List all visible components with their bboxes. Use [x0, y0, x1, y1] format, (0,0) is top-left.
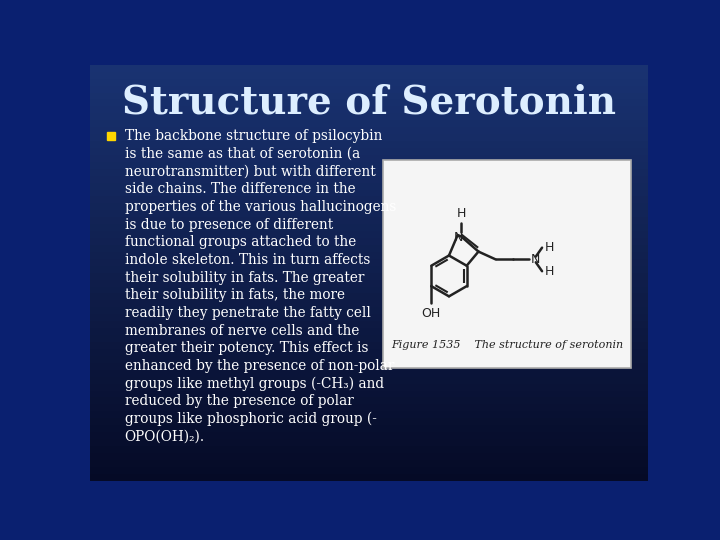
- Bar: [90, 342, 648, 349]
- Bar: [90, 300, 648, 307]
- Bar: [90, 266, 648, 273]
- Bar: [90, 211, 648, 217]
- Bar: [90, 467, 648, 474]
- Bar: [90, 273, 648, 280]
- Bar: [90, 446, 648, 453]
- Bar: [90, 224, 648, 231]
- Bar: [90, 169, 648, 176]
- Text: is the same as that of serotonin (a: is the same as that of serotonin (a: [125, 147, 360, 161]
- Bar: [90, 418, 648, 425]
- Bar: [383, 160, 631, 368]
- Bar: [90, 453, 648, 460]
- Bar: [90, 252, 648, 259]
- Bar: [90, 72, 648, 79]
- Bar: [90, 363, 648, 370]
- Bar: [90, 439, 648, 446]
- Bar: [90, 321, 648, 328]
- Bar: [90, 120, 648, 127]
- Text: groups like phosphoric acid group (-: groups like phosphoric acid group (-: [125, 412, 377, 426]
- Bar: [90, 370, 648, 377]
- Bar: [90, 106, 648, 113]
- Text: indole skeleton. This in turn affects: indole skeleton. This in turn affects: [125, 253, 370, 267]
- Text: Structure of Serotonin: Structure of Serotonin: [122, 84, 616, 122]
- Text: side chains. The difference in the: side chains. The difference in the: [125, 183, 355, 197]
- Bar: [90, 197, 648, 204]
- Text: greater their potency. This effect is: greater their potency. This effect is: [125, 341, 368, 355]
- Text: enhanced by the presence of non-polar: enhanced by the presence of non-polar: [125, 359, 394, 373]
- Bar: [90, 425, 648, 432]
- Bar: [90, 397, 648, 404]
- Bar: [90, 349, 648, 356]
- Text: properties of the various hallucinogens: properties of the various hallucinogens: [125, 200, 396, 214]
- Bar: [90, 231, 648, 238]
- Bar: [90, 155, 648, 162]
- Text: neurotransmitter) but with different: neurotransmitter) but with different: [125, 165, 375, 179]
- Bar: [90, 294, 648, 300]
- Bar: [90, 113, 648, 120]
- Bar: [90, 280, 648, 287]
- Text: The backbone structure of psilocybin: The backbone structure of psilocybin: [125, 129, 382, 143]
- Bar: [90, 148, 648, 155]
- Bar: [90, 245, 648, 252]
- Text: groups like methyl groups (-CH₃) and: groups like methyl groups (-CH₃) and: [125, 376, 384, 391]
- Bar: [90, 314, 648, 321]
- Text: OPO(OH)₂).: OPO(OH)₂).: [125, 430, 204, 444]
- Bar: [90, 204, 648, 210]
- Bar: [90, 190, 648, 197]
- Bar: [90, 127, 648, 134]
- Bar: [90, 92, 648, 99]
- Text: is due to presence of different: is due to presence of different: [125, 218, 333, 232]
- Bar: [90, 404, 648, 411]
- Text: readily they penetrate the fatty cell: readily they penetrate the fatty cell: [125, 306, 371, 320]
- Bar: [90, 141, 648, 148]
- Bar: [90, 328, 648, 335]
- Bar: [90, 432, 648, 439]
- Bar: [90, 217, 648, 224]
- Bar: [90, 259, 648, 266]
- Text: reduced by the presence of polar: reduced by the presence of polar: [125, 394, 354, 408]
- Bar: [90, 238, 648, 245]
- Bar: [90, 134, 648, 141]
- Bar: [90, 176, 648, 183]
- Bar: [90, 377, 648, 383]
- Text: functional groups attached to the: functional groups attached to the: [125, 235, 356, 249]
- Text: their solubility in fats, the more: their solubility in fats, the more: [125, 288, 345, 302]
- Bar: [90, 307, 648, 314]
- Bar: [90, 474, 648, 481]
- Bar: [90, 287, 648, 294]
- Bar: [90, 356, 648, 363]
- Bar: [90, 383, 648, 390]
- Bar: [90, 99, 648, 106]
- Bar: [90, 411, 648, 418]
- Bar: [90, 79, 648, 85]
- Bar: [90, 390, 648, 397]
- Bar: [90, 65, 648, 72]
- Bar: [90, 85, 648, 92]
- Text: membranes of nerve cells and the: membranes of nerve cells and the: [125, 323, 359, 338]
- Bar: [90, 460, 648, 467]
- Text: Figure 1535    The structure of serotonin: Figure 1535 The structure of serotonin: [391, 340, 624, 350]
- Bar: [90, 335, 648, 342]
- Bar: [90, 183, 648, 190]
- Bar: [90, 162, 648, 168]
- Text: their solubility in fats. The greater: their solubility in fats. The greater: [125, 271, 364, 285]
